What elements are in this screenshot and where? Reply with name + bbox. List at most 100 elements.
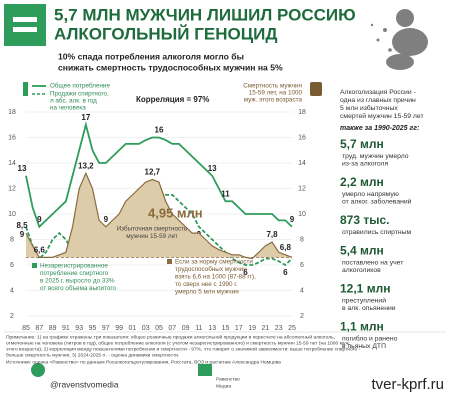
y-tick-label: 4 — [10, 287, 14, 294]
x-tick-label: 95 — [89, 325, 97, 332]
value-label: 9 — [290, 215, 295, 224]
legend-label: на человека — [50, 105, 86, 112]
stat-text: отравились спиртным — [342, 229, 412, 236]
unregistered-note: от всего объема выпитого — [40, 284, 117, 292]
sidebar-intro: Алкоголизация России - — [340, 89, 416, 96]
value-label: 6 — [283, 268, 288, 277]
footnote: больше смертность мужчин; 3) 2024-2025 г… — [6, 352, 179, 358]
series-line — [25, 121, 293, 229]
legend-label: 15-59 лет, на 1000 — [249, 90, 303, 97]
y-tick-label: 8 — [10, 236, 14, 243]
x-tick-label: 17 — [235, 325, 243, 332]
stat-text: алкоголиков — [342, 267, 381, 274]
y2-tick-label: 18 — [298, 109, 306, 116]
value-label: 9 — [20, 230, 25, 239]
x-tick-label: 25 — [288, 325, 296, 332]
sources: Источники: оценка «Равенство» по данным … — [6, 359, 281, 365]
x-tick-label: 15 — [222, 325, 230, 332]
stat-text: поставлено на учет — [342, 259, 403, 266]
value-label: 6,8 — [280, 243, 292, 252]
title-line: 5,7 МЛН МУЖЧИН ЛИШИЛ РОССИЮ — [54, 5, 356, 24]
value-label: 13 — [208, 164, 217, 173]
x-tick-label: 05 — [155, 325, 163, 332]
x-tick-label: 87 — [35, 325, 43, 332]
x-tick-label: 23 — [275, 325, 283, 332]
norm-note: то сверх нее с 1990 г. — [175, 281, 238, 288]
value-label: 6,6 — [34, 245, 46, 254]
sidebar-intro: 5 млн избыточных — [340, 104, 398, 112]
stat-text: погибло и ранено — [342, 334, 398, 342]
sidebar-period: также за 1990-2025 гг: — [340, 125, 419, 132]
stat-text: от алког. заболеваний — [342, 197, 412, 205]
brand: Равенство — [216, 376, 240, 382]
y2-tick-label: 4 — [300, 287, 304, 294]
value-label: 13,2 — [78, 161, 94, 170]
y2-tick-label: 14 — [298, 160, 306, 167]
value-label: 17 — [81, 113, 90, 122]
y-tick-label: 2 — [10, 313, 14, 320]
bottle-icon — [23, 82, 28, 96]
y-tick-label: 14 — [8, 160, 16, 167]
x-tick-label: 93 — [75, 325, 83, 332]
y2-tick-label: 12 — [298, 185, 306, 192]
stat-value: 5,4 млн — [340, 244, 384, 258]
correlation: Корреляция = 97% — [136, 95, 209, 104]
y-tick-label: 12 — [8, 185, 16, 192]
y2-tick-label: 10 — [298, 211, 306, 218]
y-tick-label: 18 — [8, 109, 16, 116]
norm-note: Если за норму смертности — [175, 259, 253, 266]
x-tick-label: 13 — [208, 325, 216, 332]
value-label: 16 — [155, 126, 164, 135]
social-handle: @ravenstvomedia — [50, 379, 119, 389]
x-tick-label: 99 — [115, 325, 123, 332]
legend-label: л абс. алк. в год — [50, 97, 97, 105]
x-tick-label: 11 — [195, 325, 202, 332]
x-tick-label: 01 — [129, 325, 137, 332]
stat-value: 5,7 млн — [340, 137, 384, 151]
area — [26, 173, 292, 259]
legend-label: Смертность мужчин — [243, 83, 302, 90]
value-label: 8,5 — [16, 221, 28, 230]
stat-text: труд. мужчин умерло — [342, 153, 409, 160]
subtitle-line: снижать смертность трудоспособных мужчин… — [58, 62, 283, 72]
x-tick-label: 07 — [168, 325, 176, 332]
value-label: 6 — [243, 268, 248, 277]
legend-label: Общее потребление — [50, 82, 110, 90]
norm-note: взять 6,6 на 1000 (87-88 гг), — [175, 274, 256, 281]
sidebar-intro: одна из главных причин — [340, 97, 416, 104]
x-tick-label: 97 — [102, 325, 110, 332]
y-tick-label: 10 — [8, 211, 16, 218]
logo — [4, 4, 46, 46]
brand-icon — [198, 364, 212, 376]
unregistered-note: потребление спиртного — [40, 269, 109, 277]
excess-label: Избыточная смертность — [117, 225, 188, 233]
stat-value: 12,1 млн — [340, 282, 390, 296]
x-tick-label: 89 — [49, 325, 57, 332]
note-swatch — [32, 263, 37, 268]
footnote: отмеченные на человека (литров в год), о… — [6, 340, 350, 346]
note-swatch — [167, 259, 172, 264]
title-line: АЛКОГОЛЬНЫЙ ГЕНОЦИД — [54, 24, 277, 43]
x-tick-label: 03 — [142, 325, 150, 332]
social-icon — [31, 363, 45, 377]
stat-value: 1,1 млн — [340, 320, 384, 334]
value-label: 7,8 — [266, 230, 278, 239]
x-tick-label: 19 — [248, 325, 256, 332]
logo-bar — [13, 17, 37, 22]
series-line — [25, 171, 293, 260]
x-tick-label: 85 — [22, 325, 30, 332]
value-label: 11 — [221, 189, 230, 198]
stat-text: в пьяных ДТП — [342, 343, 386, 350]
stat-value: 2,2 млн — [340, 175, 384, 189]
stat-text: из-за алкоголя — [342, 160, 388, 167]
value-label: 13 — [18, 164, 27, 173]
norm-note: умерло 5 млн мужчин — [175, 289, 239, 296]
stat-value: 873 тыс. — [340, 213, 390, 227]
stat-text: умерло напрямую — [342, 191, 399, 198]
footnote: этого возраста); 2) корреляция между пок… — [6, 345, 361, 352]
subtitle-line: 10% спада потребления алкоголя могло бы — [58, 51, 244, 61]
coffin-icon — [310, 82, 322, 96]
y2-tick-label: 16 — [298, 134, 306, 141]
